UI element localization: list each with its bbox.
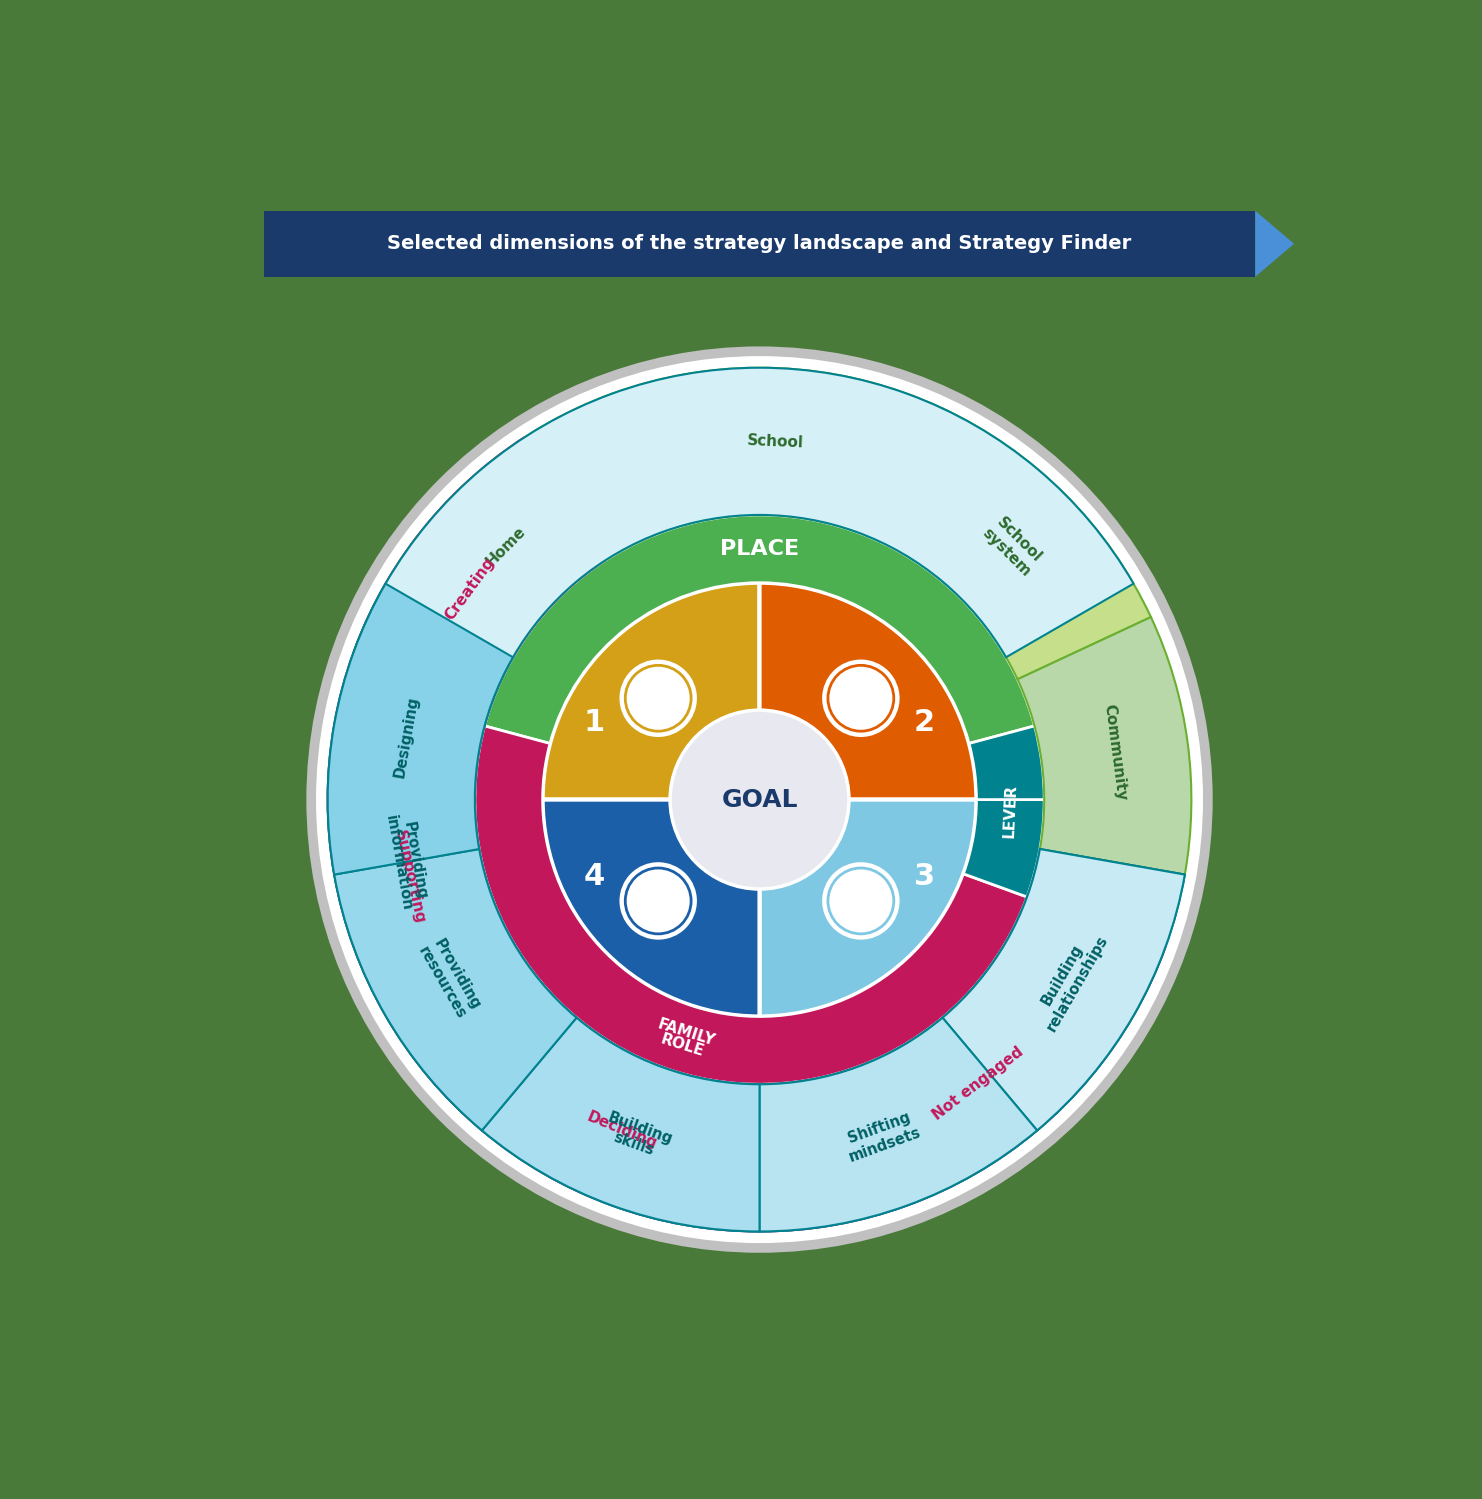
Circle shape	[307, 346, 1212, 1253]
Text: 1: 1	[584, 708, 605, 738]
Wedge shape	[328, 583, 513, 874]
Text: FAMILY
ROLE: FAMILY ROLE	[652, 1016, 717, 1061]
Circle shape	[823, 660, 900, 738]
Circle shape	[619, 660, 697, 738]
Wedge shape	[963, 799, 1045, 896]
Text: Home: Home	[483, 523, 529, 570]
Wedge shape	[969, 726, 1045, 799]
Wedge shape	[542, 583, 760, 799]
Wedge shape	[943, 848, 1184, 1130]
Circle shape	[619, 862, 697, 940]
Wedge shape	[354, 394, 662, 702]
Text: Building
relationships: Building relationships	[1029, 923, 1112, 1034]
Polygon shape	[1255, 211, 1294, 277]
Wedge shape	[784, 896, 1165, 1229]
Wedge shape	[760, 799, 977, 1016]
Text: Deciding: Deciding	[585, 1109, 659, 1151]
Text: LEVER: LEVER	[1002, 784, 1018, 838]
Wedge shape	[542, 799, 760, 1016]
Text: School: School	[747, 433, 803, 450]
Text: Providing
resources: Providing resources	[415, 935, 483, 1022]
Wedge shape	[485, 516, 1034, 744]
Text: Designing: Designing	[393, 696, 421, 779]
Text: 3: 3	[914, 862, 935, 890]
Text: School
system: School system	[980, 513, 1046, 580]
Wedge shape	[342, 438, 605, 726]
Wedge shape	[759, 1018, 1037, 1232]
Wedge shape	[474, 726, 1027, 1084]
Text: Supporting: Supporting	[393, 829, 427, 925]
Wedge shape	[612, 367, 943, 541]
Text: Selected dimensions of the strategy landscape and Strategy Finder: Selected dimensions of the strategy land…	[387, 234, 1132, 253]
Wedge shape	[1018, 618, 1192, 874]
Wedge shape	[482, 1018, 760, 1232]
Text: Not engaged: Not engaged	[929, 1045, 1026, 1123]
Text: Creating: Creating	[442, 555, 498, 624]
Circle shape	[670, 711, 849, 889]
Wedge shape	[880, 408, 1152, 679]
Text: Building
skills: Building skills	[600, 1109, 674, 1163]
Circle shape	[316, 357, 1203, 1243]
Wedge shape	[428, 982, 797, 1232]
Text: GOAL: GOAL	[722, 787, 797, 811]
Text: 2: 2	[914, 708, 935, 738]
Text: 4: 4	[584, 862, 605, 890]
FancyBboxPatch shape	[264, 211, 1255, 277]
Text: Shifting
mindsets: Shifting mindsets	[840, 1108, 923, 1165]
Wedge shape	[335, 848, 576, 1130]
Text: PLACE: PLACE	[720, 538, 799, 559]
Wedge shape	[328, 688, 541, 1078]
Text: Community: Community	[1101, 703, 1128, 802]
Wedge shape	[328, 367, 1184, 1232]
Circle shape	[823, 862, 900, 940]
Text: Providing
information: Providing information	[382, 811, 431, 913]
Wedge shape	[760, 583, 977, 799]
